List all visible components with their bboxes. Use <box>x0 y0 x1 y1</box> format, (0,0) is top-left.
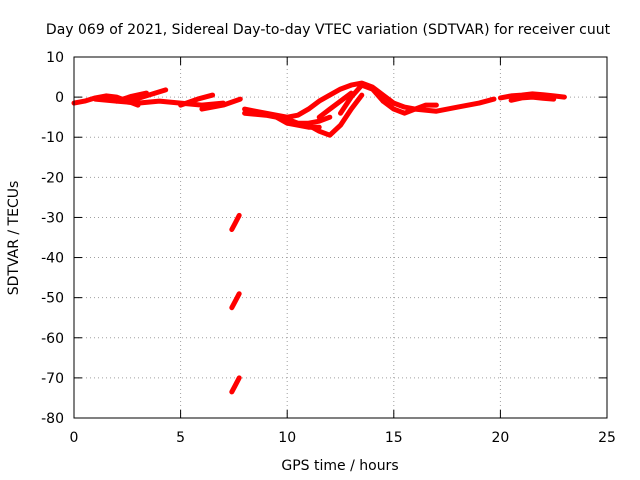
y-tick-label: 0 <box>55 90 64 106</box>
y-tick-label: -20 <box>41 170 64 186</box>
x-tick-label: 5 <box>176 430 185 446</box>
series-arc-15 <box>508 94 557 103</box>
x-tick-label: 15 <box>385 430 403 446</box>
y-tick-label: -30 <box>41 210 64 226</box>
series-arc-5 <box>178 92 216 108</box>
y-tick-label: -50 <box>41 291 64 307</box>
series-arc-6 <box>199 96 243 112</box>
y-tick-label: -80 <box>41 411 64 427</box>
series-arc-16 <box>229 212 242 232</box>
series-arc-10 <box>306 92 365 138</box>
x-tick-label: 20 <box>491 430 509 446</box>
series-arc-3 <box>114 90 149 104</box>
y-axis-label: SDTVAR / TECUs <box>6 181 22 296</box>
series-arc-4 <box>129 87 169 103</box>
x-tick-labels: 0 5 10 15 20 25 <box>70 430 616 446</box>
data-series <box>71 80 567 395</box>
y-tick-label: -10 <box>41 130 64 146</box>
series-arc-18 <box>229 375 242 395</box>
x-axis-label: GPS time / hours <box>281 458 398 474</box>
series-arc-13 <box>380 98 439 116</box>
x-tick-label: 10 <box>278 430 296 446</box>
series-arc-12 <box>338 82 386 116</box>
axis-ticks <box>73 56 608 419</box>
series-arc-17 <box>229 291 242 311</box>
x-tick-label: 0 <box>70 430 79 446</box>
chart-title: Day 069 of 2021, Sidereal Day-to-day VTE… <box>46 22 611 38</box>
y-tick-labels: 10 0 -10 -20 -30 -40 -50 -60 -70 -80 <box>41 50 64 427</box>
y-tick-label: -40 <box>41 251 64 267</box>
y-tick-label: -60 <box>41 331 64 347</box>
y-tick-label: -70 <box>41 371 64 387</box>
plot-frame <box>73 56 608 419</box>
x-tick-label: 25 <box>598 430 616 446</box>
series-arc-14 <box>497 91 567 101</box>
y-tick-label: 10 <box>46 50 64 66</box>
series-arc-11 <box>316 90 354 120</box>
